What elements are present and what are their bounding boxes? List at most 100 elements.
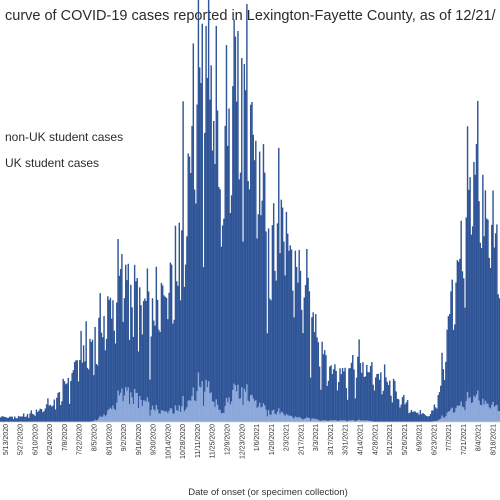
bar-non-uk — [364, 376, 367, 422]
bar-non-uk — [100, 332, 103, 422]
bar-non-uk — [248, 189, 251, 422]
bar-non-uk — [57, 392, 59, 422]
bar-non-uk — [182, 101, 184, 423]
bar-non-uk — [429, 413, 432, 422]
bar-non-uk — [377, 373, 379, 422]
x-tick-label: 6/23/2021 — [431, 424, 438, 455]
bar-non-uk — [84, 361, 86, 422]
bar-uk — [116, 402, 118, 422]
bar-non-uk — [271, 225, 274, 422]
bar-non-uk — [59, 405, 62, 422]
bar-non-uk — [36, 412, 39, 422]
bar-uk — [179, 411, 182, 422]
x-tick-label: 8/19/2020 — [106, 424, 113, 455]
bar-non-uk — [331, 374, 334, 422]
bar-non-uk — [323, 350, 326, 422]
bar-non-uk — [260, 215, 262, 422]
bar-uk — [213, 401, 215, 422]
bar-uk — [188, 400, 191, 422]
bar-uk — [126, 390, 128, 422]
bar-uk — [359, 420, 362, 422]
bar-non-uk — [368, 372, 371, 422]
bar-uk — [133, 388, 136, 422]
bar-non-uk — [173, 319, 175, 422]
bar-non-uk — [196, 104, 198, 422]
bar-non-uk — [389, 380, 391, 422]
bar-non-uk — [19, 416, 21, 422]
x-tick-label: 12/9/2020 — [225, 424, 232, 455]
bar-non-uk — [132, 336, 135, 422]
bar-non-uk — [349, 368, 351, 422]
bar-non-uk — [428, 416, 430, 422]
bar-non-uk — [85, 321, 87, 422]
bar-uk — [205, 379, 207, 422]
bar-uk — [369, 420, 372, 422]
bar-non-uk — [304, 284, 307, 422]
x-tick-label: 7/22/2020 — [77, 424, 84, 455]
bar-non-uk — [480, 248, 483, 422]
bar-non-uk — [125, 264, 127, 422]
bar-uk — [367, 420, 369, 422]
bar-uk — [345, 420, 348, 422]
bar-non-uk — [38, 410, 40, 422]
bar-non-uk — [257, 214, 260, 422]
bar-non-uk — [446, 329, 448, 422]
bar-uk — [443, 417, 446, 422]
bar-uk — [190, 400, 192, 422]
bar-non-uk — [256, 238, 258, 422]
bar-non-uk — [457, 261, 460, 422]
x-axis-title: Date of onset (or specimen collection) — [188, 487, 347, 498]
bar-non-uk — [266, 333, 269, 422]
bar-non-uk — [71, 373, 73, 422]
bar-uk — [445, 416, 447, 422]
bar-uk — [487, 403, 489, 422]
bar-uk — [220, 413, 223, 422]
bar-non-uk — [136, 278, 138, 422]
bar-uk — [288, 415, 290, 422]
bar-non-uk — [243, 64, 246, 422]
bar-non-uk — [233, 19, 235, 422]
bar-non-uk — [306, 248, 308, 422]
bar-uk — [132, 403, 135, 422]
bar-non-uk — [103, 316, 105, 422]
bar-non-uk — [447, 316, 450, 422]
bar-uk — [255, 400, 257, 422]
bar-uk — [433, 420, 436, 422]
bar-non-uk — [91, 339, 94, 422]
bar-non-uk — [292, 290, 294, 422]
bar-non-uk — [316, 337, 318, 422]
bar-non-uk — [380, 372, 382, 422]
bar-non-uk — [475, 143, 478, 423]
bar-non-uk — [395, 391, 397, 422]
bar-non-uk — [68, 403, 71, 422]
bar-non-uk — [11, 416, 13, 422]
bar-non-uk — [460, 220, 462, 422]
bar-uk — [112, 405, 114, 422]
bar-non-uk — [65, 384, 67, 422]
bar-uk — [186, 407, 188, 422]
x-tick-label: 12/23/2020 — [239, 424, 246, 459]
bar-uk — [257, 406, 260, 422]
bar-non-uk — [235, 101, 238, 422]
bar-non-uk — [373, 390, 376, 422]
bar-non-uk — [366, 364, 368, 422]
bar-uk — [464, 410, 466, 422]
bar-non-uk — [117, 239, 119, 422]
bar-uk — [182, 395, 184, 422]
bar-uk — [461, 406, 464, 422]
bar-non-uk — [2, 416, 4, 422]
bar-non-uk — [207, 0, 210, 422]
bar-non-uk — [321, 341, 323, 422]
bar-non-uk — [109, 297, 112, 422]
bar-non-uk — [315, 314, 317, 422]
bar-non-uk — [269, 298, 271, 422]
bar-non-uk — [493, 247, 496, 422]
bar-non-uk — [142, 300, 145, 422]
bar-uk — [125, 387, 127, 422]
bar-non-uk — [485, 218, 488, 422]
bar-non-uk — [413, 411, 415, 422]
bar-uk — [96, 420, 99, 422]
bar-non-uk — [14, 416, 16, 422]
bar-non-uk — [72, 370, 75, 422]
x-tick-label: 9/2/2020 — [121, 424, 128, 451]
